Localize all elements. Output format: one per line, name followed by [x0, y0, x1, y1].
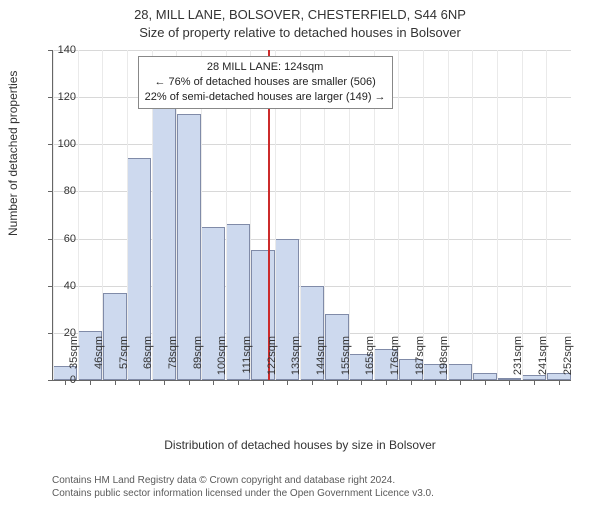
x-tickmark	[485, 380, 486, 385]
x-tick-label: 100sqm	[216, 336, 228, 386]
x-tickmark	[263, 380, 264, 385]
x-tick-label: 241sqm	[537, 336, 549, 386]
x-tickmark	[139, 380, 140, 385]
x-tickmark	[509, 380, 510, 385]
attribution-footer: Contains HM Land Registry data © Crown c…	[52, 475, 588, 500]
title-line-1: 28, MILL LANE, BOLSOVER, CHESTERFIELD, S…	[134, 7, 466, 22]
callout-line-3: 22% of semi-detached houses are larger (…	[145, 91, 386, 103]
x-tickmark	[411, 380, 412, 385]
x-axis-label: Distribution of detached houses by size …	[0, 438, 600, 452]
gridline-v	[546, 50, 547, 380]
x-tick-label: 122sqm	[266, 336, 278, 386]
x-tickmark	[386, 380, 387, 385]
y-tick-label: 120	[46, 91, 76, 103]
y-tick-label: 80	[46, 185, 76, 197]
x-tickmark	[534, 380, 535, 385]
gridline-v	[398, 50, 399, 380]
gridline-v	[127, 50, 128, 380]
title-line-2: Size of property relative to detached ho…	[139, 25, 461, 40]
y-tick-label: 40	[46, 280, 76, 292]
chart-title: 28, MILL LANE, BOLSOVER, CHESTERFIELD, S…	[0, 6, 600, 41]
histogram-bar	[473, 373, 497, 380]
y-axis-label: Number of detached properties	[6, 71, 20, 236]
x-tick-label: 176sqm	[389, 336, 401, 386]
x-tickmark	[337, 380, 338, 385]
x-tickmark	[287, 380, 288, 385]
footer-line-2: Contains public sector information licen…	[52, 488, 434, 499]
y-tick-label: 0	[46, 374, 76, 386]
gridline-v	[472, 50, 473, 380]
x-tick-label: 78sqm	[167, 336, 179, 386]
callout-line-2: ← 76% of detached houses are smaller (50…	[154, 76, 375, 88]
x-tick-label: 198sqm	[438, 336, 450, 386]
gridline-v	[423, 50, 424, 380]
x-tickmark	[90, 380, 91, 385]
y-tick-label: 100	[46, 138, 76, 150]
footer-line-1: Contains HM Land Registry data © Crown c…	[52, 475, 395, 486]
marker-callout: 28 MILL LANE: 124sqm ← 76% of detached h…	[138, 56, 393, 109]
x-tick-label: 68sqm	[142, 336, 154, 386]
chart-area: 28 MILL LANE: 124sqm ← 76% of detached h…	[52, 50, 570, 430]
y-tick-label: 20	[46, 327, 76, 339]
x-tick-label: 187sqm	[414, 336, 426, 386]
x-tickmark	[164, 380, 165, 385]
gridline-v	[522, 50, 523, 380]
x-tickmark	[238, 380, 239, 385]
x-tickmark	[312, 380, 313, 385]
gridline-v	[78, 50, 79, 380]
x-tick-label: 231sqm	[512, 336, 524, 386]
y-tick-label: 140	[46, 44, 76, 56]
gridline-h	[53, 50, 571, 51]
x-tickmark	[435, 380, 436, 385]
x-tickmark	[189, 380, 190, 385]
histogram-bar	[448, 364, 472, 381]
gridline-h	[53, 144, 571, 145]
gridline-v	[448, 50, 449, 380]
y-tick-label: 60	[46, 233, 76, 245]
x-tick-label: 57sqm	[118, 336, 130, 386]
callout-line-1: 28 MILL LANE: 124sqm	[207, 61, 323, 73]
x-tick-label: 165sqm	[364, 336, 376, 386]
x-tick-label: 155sqm	[340, 336, 352, 386]
x-tickmark	[460, 380, 461, 385]
x-tickmark	[559, 380, 560, 385]
x-tick-label: 111sqm	[241, 336, 253, 386]
x-tick-label: 89sqm	[192, 336, 204, 386]
x-tick-label: 133sqm	[290, 336, 302, 386]
x-tick-label: 144sqm	[315, 336, 327, 386]
x-tick-label: 252sqm	[562, 336, 574, 386]
gridline-v	[497, 50, 498, 380]
x-tickmark	[213, 380, 214, 385]
x-tick-label: 46sqm	[93, 336, 105, 386]
plot-region: 28 MILL LANE: 124sqm ← 76% of detached h…	[52, 50, 571, 381]
x-tickmark	[115, 380, 116, 385]
x-tickmark	[361, 380, 362, 385]
gridline-v	[102, 50, 103, 380]
